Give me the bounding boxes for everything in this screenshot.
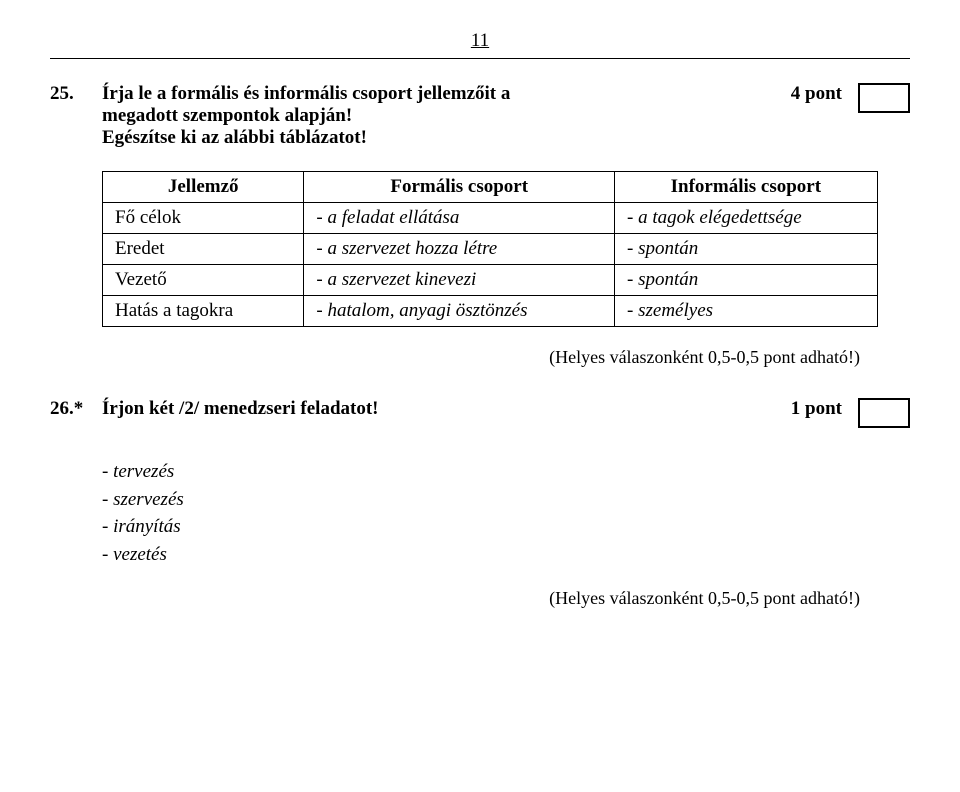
q26-number: 26.*: [50, 398, 102, 420]
cell-r2c3: - spontán: [615, 234, 878, 265]
th-formalis: Formális csoport: [304, 172, 615, 203]
q25-table-wrap: Jellemző Formális csoport Informális cso…: [102, 171, 910, 327]
cell-r3c3: - spontán: [615, 265, 878, 296]
q26-answers: - tervezés - szervezés - irányítás - vez…: [102, 458, 910, 568]
page-divider: [50, 58, 910, 59]
answer-item: - vezetés: [102, 541, 910, 569]
question-25: 25. Írja le a formális és informális cso…: [50, 83, 910, 149]
cell-r4c3: - személyes: [615, 296, 878, 327]
th-jellemzo: Jellemző: [103, 172, 304, 203]
table-row: Vezető - a szervezet kinevezi - spontán: [103, 265, 878, 296]
cell-r1c1: Fő célok: [103, 203, 304, 234]
q25-line1: Írja le a formális és informális csoport…: [102, 83, 510, 104]
q26-point-box[interactable]: [858, 398, 910, 428]
table-header-row: Jellemző Formális csoport Informális cso…: [103, 172, 878, 203]
q25-text: Írja le a formális és informális csoport…: [102, 83, 779, 149]
question-26: 26.* Írjon két /2/ menedzseri feladatot!…: [50, 398, 910, 428]
note-26: (Helyes válaszonként 0,5-0,5 pont adható…: [50, 588, 860, 609]
table-row: Hatás a tagokra - hatalom, anyagi ösztön…: [103, 296, 878, 327]
q26-text: Írjon két /2/ menedzseri feladatot!: [102, 398, 779, 420]
q25-number: 25.: [50, 83, 102, 105]
cell-r3c1: Vezető: [103, 265, 304, 296]
note-25: (Helyes válaszonként 0,5-0,5 pont adható…: [50, 347, 860, 368]
th-informalis: Informális csoport: [615, 172, 878, 203]
cell-r4c1: Hatás a tagokra: [103, 296, 304, 327]
q25-point-box[interactable]: [858, 83, 910, 113]
answer-item: - szervezés: [102, 486, 910, 514]
table-row: Fő célok - a feladat ellátása - a tagok …: [103, 203, 878, 234]
q25-line3: Egészítse ki az alábbi táblázatot!: [102, 127, 367, 148]
cell-r1c3: - a tagok elégedettsége: [615, 203, 878, 234]
q25-points: 4 pont: [791, 83, 842, 105]
q25-table: Jellemző Formális csoport Informális cso…: [102, 171, 878, 327]
q25-line2: megadott szempontok alapján!: [102, 105, 352, 126]
cell-r4c2: - hatalom, anyagi ösztönzés: [304, 296, 615, 327]
answer-item: - irányítás: [102, 513, 910, 541]
cell-r1c2: - a feladat ellátása: [304, 203, 615, 234]
q26-points: 1 pont: [791, 398, 842, 420]
table-row: Eredet - a szervezet hozza létre - spont…: [103, 234, 878, 265]
cell-r2c2: - a szervezet hozza létre: [304, 234, 615, 265]
page-number: 11: [50, 30, 910, 52]
cell-r3c2: - a szervezet kinevezi: [304, 265, 615, 296]
answer-item: - tervezés: [102, 458, 910, 486]
cell-r2c1: Eredet: [103, 234, 304, 265]
